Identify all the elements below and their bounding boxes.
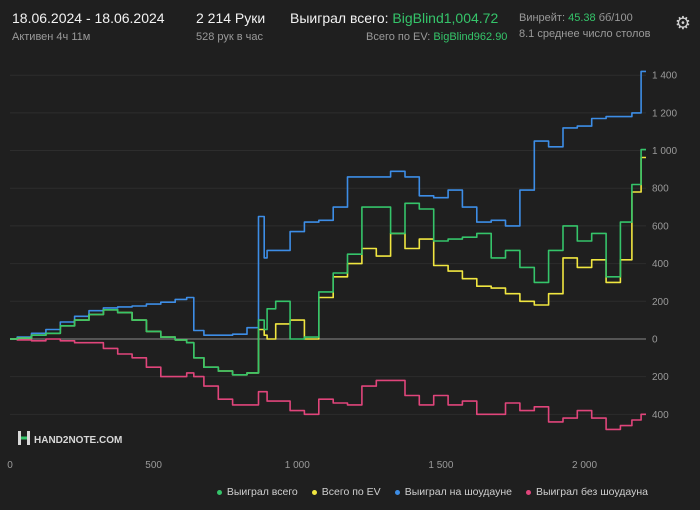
y-axis-ticks: 400 200 0 200 400 600 800 1 000 1 200 1 400 [652,71,677,421]
y-tick-label: 400 [652,259,669,270]
series-line-0 [10,148,646,376]
legend-dot-ev [311,489,317,495]
series-line-3 [10,338,646,431]
won-total-value: BigBlind1,004.72 [392,10,499,26]
watermark: HAND2NOTE.COM [18,431,122,446]
legend-ev[interactable]: Всего по EV [311,484,381,500]
legend-won-total[interactable]: Выиграл всего [216,484,298,500]
y-tick-label: 1 000 [652,146,677,157]
x-tick-label: 2 000 [572,460,597,471]
grid-lines [10,74,646,415]
graph-area: 400 200 0 200 400 600 800 1 000 1 200 1 400 0 500 1… [7,70,677,471]
avg-tables: 8.1 среднее число столов [519,28,651,40]
legend-label-won: Выиграл всего [226,486,298,498]
x-tick-label: 1 500 [428,460,453,471]
ev-total-label: Всего по EV: [366,31,431,43]
winrate-label: Винрейт: [519,12,566,24]
x-axis-ticks: 0 500 1 000 1 500 2 000 [7,460,597,471]
y-tick-label: 200 [652,297,669,308]
legend-nonshowdown[interactable]: Выиграл без шоудауна [526,484,648,500]
legend-showdown[interactable]: Выиграл на шоудауне [394,484,512,500]
winrate: Винрейт: 45.38 бб/100 [519,12,633,24]
y-tick-label: 1 200 [652,108,677,119]
legend-label-nonshowdown: Выиграл без шоудауна [536,486,648,498]
series-layer [10,70,646,431]
x-tick-label: 1 000 [285,460,310,471]
legend-dot-showdown [394,489,400,495]
active-time: Активен 4ч 11м [12,31,91,43]
hands-per-hour: 528 рук в час [196,31,264,43]
watermark-text: HAND2NOTE.COM [34,435,122,446]
gear-icon[interactable]: ⚙ [674,13,692,33]
x-tick-label: 0 [7,460,13,471]
ev-total: Всего по EV: BigBlind962.90 [366,31,507,43]
y-tick-label: 0 [652,334,658,345]
winrate-unit: бб/100 [598,12,633,24]
y-tick-label: 200 [652,372,669,383]
series-line-2 [10,70,646,340]
won-total-label: Выиграл всего: [290,10,389,26]
series-line-1 [10,156,646,376]
legend-dot-nonshowdown [526,489,531,495]
legend-label-showdown: Выиграл на шоудауне [404,486,512,498]
x-tick-label: 500 [145,460,162,471]
summary-header: 18.06.2024 - 18.06.2024 Активен 4ч 11м 2… [0,0,700,52]
winrate-value: 45.38 [568,12,596,24]
hands-count: 2 214 Руки [196,10,266,26]
y-tick-label: 1 400 [652,71,677,82]
y-tick-label: 400 [652,410,669,421]
ev-total-value: BigBlind962.90 [433,31,508,43]
date-range[interactable]: 18.06.2024 - 18.06.2024 [12,10,165,26]
won-total: Выиграл всего: BigBlind1,004.72 [290,10,498,26]
y-tick-label: 800 [652,184,669,195]
legend: Выиграл всего Всего по EV Выиграл на шоу… [216,484,648,500]
legend-label-ev: Всего по EV [321,486,381,498]
legend-dot-won [216,489,222,495]
y-tick-label: 600 [652,221,669,232]
